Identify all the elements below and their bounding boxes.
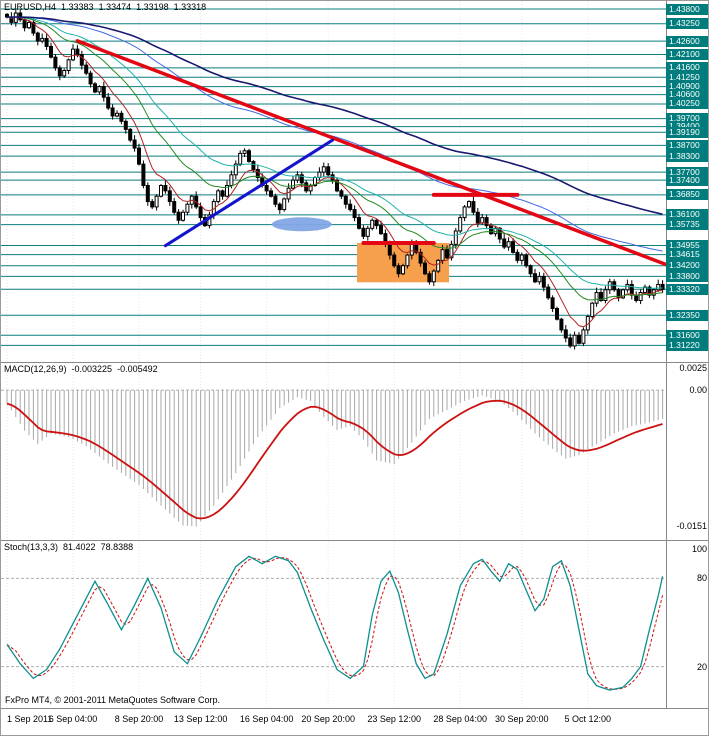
macd-value-main: -0.003225	[71, 364, 113, 374]
time-label: 6 Sep 04:00	[48, 714, 98, 724]
stoch-scale[interactable]: 100 80 20	[666, 541, 708, 708]
main-chart-canvas[interactable]	[1, 1, 666, 362]
open-value: 1.33383	[61, 2, 94, 12]
price-label: 1.38300	[666, 150, 708, 162]
ohlc-header: EURUSD,H4 1.33383 1.33474 1.33198 1.33318	[4, 2, 211, 12]
high-value: 1.33474	[98, 2, 132, 12]
time-label: 5 Oct 12:00	[564, 714, 612, 724]
macd-scale-label: -0.0151	[676, 521, 707, 532]
price-label: 1.31220	[666, 339, 708, 351]
stoch-scale-label: 100	[691, 544, 707, 554]
macd-value-signal: -0.005492	[117, 364, 158, 374]
price-label: 1.41600	[666, 62, 708, 74]
stoch-pane: Stoch(13,3,3) 81.4022 78.8388 100 80 20 FxPr…	[1, 541, 708, 709]
stoch-title-row: Stoch(13,3,3) 81.4022 78.8388	[4, 542, 138, 552]
price-label: 1.35735	[666, 219, 708, 231]
price-label: 1.42600	[666, 35, 708, 47]
symbol-label: EURUSD,H4	[4, 2, 57, 12]
time-scale[interactable]: 1 Sep 2011 6 Sep 04:00 8 Sep 20:00 13 Sep 1…	[1, 709, 708, 735]
low-value: 1.33198	[136, 2, 169, 12]
macd-scale-label: 0.00	[689, 385, 707, 396]
price-label: 1.39400	[666, 121, 708, 133]
time-label: 13 Sep 12:00	[173, 714, 228, 724]
time-label: 30 Sep 20:00	[495, 714, 549, 724]
time-label: 8 Sep 20:00	[114, 714, 164, 724]
price-label: 1.40900	[666, 81, 708, 93]
price-label: 1.43800	[666, 3, 708, 15]
price-label: 1.41250	[666, 71, 708, 83]
time-label: 20 Sep 20:00	[301, 714, 355, 724]
price-label: 1.33800	[666, 270, 708, 282]
copyright-footer: FxPro MT4, © 2001-2011 MetaQuotes Softwa…	[5, 695, 221, 705]
macd-scale-label: 0.0025	[679, 362, 707, 373]
stoch-scale-label: 20	[696, 661, 707, 672]
stoch-scale-label: 80	[696, 573, 707, 584]
stoch-canvas[interactable]	[1, 541, 666, 708]
price-label: 1.38700	[666, 139, 708, 151]
stoch-title: Stoch(13,3,3)	[4, 542, 59, 552]
macd-title: MACD(12,26,9)	[4, 364, 67, 374]
stoch-value-d: 78.8388	[100, 542, 134, 552]
time-label: 28 Sep 04:00	[433, 714, 487, 724]
price-label: 1.37700	[666, 166, 708, 178]
time-label: 16 Sep 04:00	[239, 714, 294, 724]
close-value: 1.33318	[173, 2, 207, 12]
price-label: 1.33320	[666, 283, 708, 295]
macd-scale[interactable]: 0.0025 0.00 -0.0151	[666, 362, 708, 540]
price-label: 1.36100	[666, 209, 708, 221]
price-label: 1.31600	[666, 329, 708, 341]
time-label: 23 Sep 12:00	[367, 714, 421, 724]
price-label: 1.36850	[666, 189, 708, 201]
price-label: 1.40250	[666, 98, 708, 110]
price-label: 1.32350	[666, 309, 708, 321]
macd-title-row: MACD(12,26,9) -0.003225 -0.005492	[4, 364, 163, 374]
price-label: 1.40600	[666, 89, 708, 101]
macd-canvas[interactable]	[1, 363, 666, 540]
price-label: 1.39190	[666, 126, 708, 138]
price-scale[interactable]: 1.43800 1.43250 1.42600 1.42100 1.41600 1.412…	[666, 1, 708, 362]
price-label: 1.34200	[666, 260, 708, 272]
price-label: 1.43250	[666, 18, 708, 30]
macd-pane: MACD(12,26,9) -0.003225 -0.005492 0.0025 0.…	[1, 362, 708, 541]
price-label: 1.42100	[666, 48, 708, 60]
price-label: 1.34615	[666, 249, 708, 261]
price-label: 1.39700	[666, 113, 708, 125]
price-label: 1.34955	[666, 240, 708, 252]
stoch-value-k: 81.4022	[63, 542, 96, 552]
price-label: 1.37400	[666, 174, 708, 186]
time-label: 1 Sep 2011	[7, 714, 53, 724]
main-chart-pane: EURUSD,H4 1.33383 1.33474 1.33198 1.33318 1.…	[1, 1, 708, 363]
